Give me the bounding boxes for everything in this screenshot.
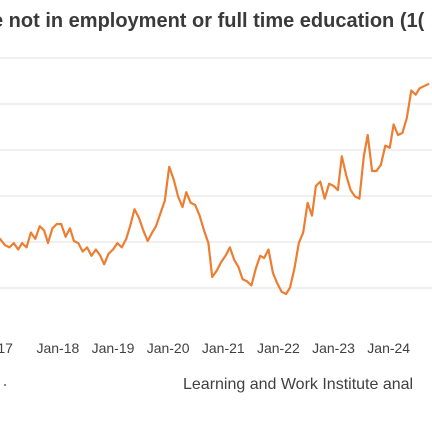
- x-tick-label: Jan-18: [36, 340, 79, 356]
- source-bullet: [4, 384, 6, 386]
- x-tick-label: Jan-24: [367, 340, 410, 356]
- x-tick-label: Jan-23: [312, 340, 355, 356]
- chart-title: e not in employment or full time educati…: [0, 10, 425, 32]
- source-note: Learning and Work Institute anal: [183, 376, 414, 393]
- gridlines: [0, 57, 432, 289]
- x-axis-ticks: -17 Jan-18 Jan-19 Jan-20 Jan-21 Jan-22 Jan-23 J…: [0, 340, 410, 356]
- x-tick-label: Jan-22: [257, 340, 300, 356]
- x-tick-label: Jan-19: [92, 340, 135, 356]
- series-line: [0, 83, 430, 296]
- x-tick-label: Jan-21: [202, 340, 245, 356]
- series-layer: [0, 83, 430, 296]
- x-tick-label: Jan-20: [147, 340, 190, 356]
- x-tick-label: -17: [0, 340, 13, 356]
